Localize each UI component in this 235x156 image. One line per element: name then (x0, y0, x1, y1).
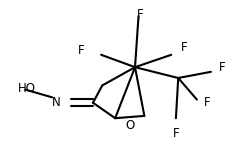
Text: F: F (136, 8, 143, 21)
Text: F: F (78, 44, 85, 57)
Text: O: O (126, 119, 135, 132)
Text: F: F (172, 127, 179, 140)
Text: N: N (51, 96, 60, 109)
Text: HO: HO (18, 82, 36, 95)
Text: F: F (180, 41, 187, 54)
Text: F: F (219, 61, 226, 74)
Text: F: F (204, 96, 211, 109)
